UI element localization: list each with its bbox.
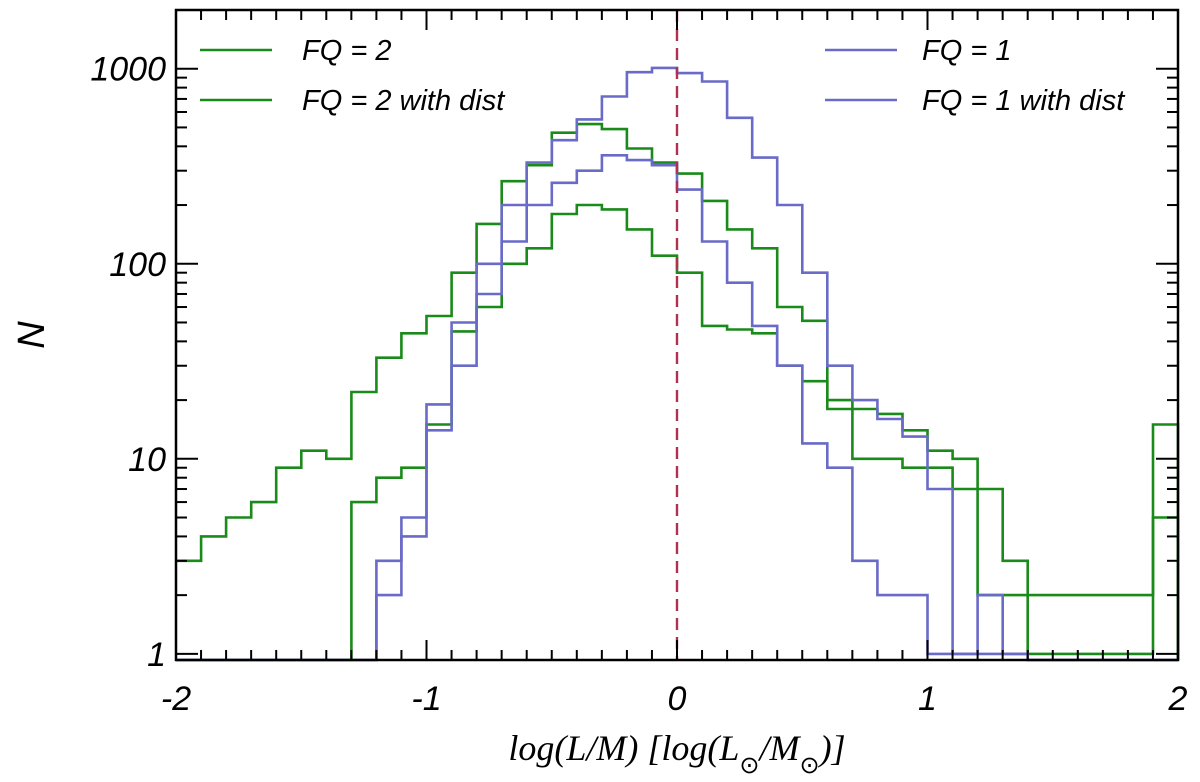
series-line-1	[176, 122, 1180, 660]
y-tick-label: 10	[128, 441, 166, 479]
ticks-layer	[175, 9, 1179, 660]
y-tick-label: 100	[109, 246, 166, 284]
legend-label: FQ = 2	[302, 35, 391, 67]
plot-frame	[174, 8, 1180, 662]
legend-label: FQ = 1	[922, 35, 1011, 67]
series-layer	[176, 66, 1180, 662]
y-tick-label: 1000	[90, 51, 166, 89]
y-tick-label: 1	[147, 636, 166, 674]
x-tick-label: 2	[1168, 680, 1188, 718]
x-axis-title: log(L/M) [log(L⊙/M⊙)]	[508, 728, 845, 779]
legend-label: FQ = 2 with dist	[302, 85, 506, 117]
x-tick-label: 1	[918, 680, 937, 718]
legend-label: FQ = 1 with dist	[922, 85, 1126, 117]
y-axis-title: N	[11, 321, 53, 349]
legend: FQ = 2 FQ = 2 with dist FQ = 1 FQ = 1 with …	[200, 35, 1126, 117]
x-tick-label: -1	[411, 680, 441, 718]
series-line-4	[176, 154, 1178, 662]
x-tick-label: 0	[668, 680, 687, 718]
x-tick-label: -2	[161, 680, 191, 718]
tick-labels: -2 -1 0 1 2 1 10 100 1000	[90, 51, 1187, 718]
